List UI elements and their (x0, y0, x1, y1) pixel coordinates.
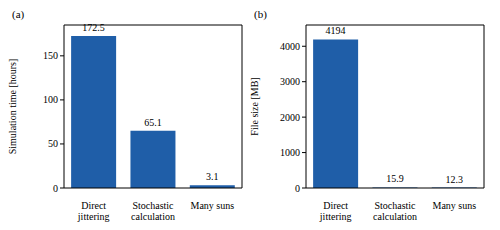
svg-text:3.1: 3.1 (206, 171, 219, 182)
svg-text:12.3: 12.3 (446, 174, 464, 185)
svg-text:0: 0 (53, 183, 58, 194)
html-text:(a): (a) (12, 8, 25, 20)
svg-text:100: 100 (43, 94, 58, 105)
svg-text:Many suns: Many suns (191, 200, 235, 211)
svg-text:Directjittering: Directjittering (319, 200, 352, 222)
svg-text:50: 50 (48, 138, 58, 149)
svg-text:Stochasticcalculation: Stochasticcalculation (373, 200, 417, 222)
svg-text:File size [MB]: File size [MB] (250, 77, 260, 135)
svg-text:172.5: 172.5 (82, 22, 105, 33)
html-text:(b): (b) (254, 8, 267, 20)
svg-text:4000: 4000 (280, 41, 300, 52)
svg-text:150: 150 (43, 50, 58, 61)
svg-text:Many suns: Many suns (433, 200, 477, 211)
svg-text:Directjittering: Directjittering (77, 200, 110, 222)
svg-text:4194: 4194 (326, 25, 346, 36)
svg-text:1000: 1000 (280, 147, 300, 158)
svg-text:65.1: 65.1 (144, 117, 162, 128)
svg-text:15.9: 15.9 (386, 173, 404, 184)
svg-text:Stochasticcalculation: Stochasticcalculation (131, 200, 175, 222)
svg-text:Simulation time [hours]: Simulation time [hours] (8, 59, 18, 155)
svg-text:2000: 2000 (280, 112, 300, 123)
svg-text:0: 0 (295, 183, 300, 194)
svg-text:3000: 3000 (280, 76, 300, 87)
